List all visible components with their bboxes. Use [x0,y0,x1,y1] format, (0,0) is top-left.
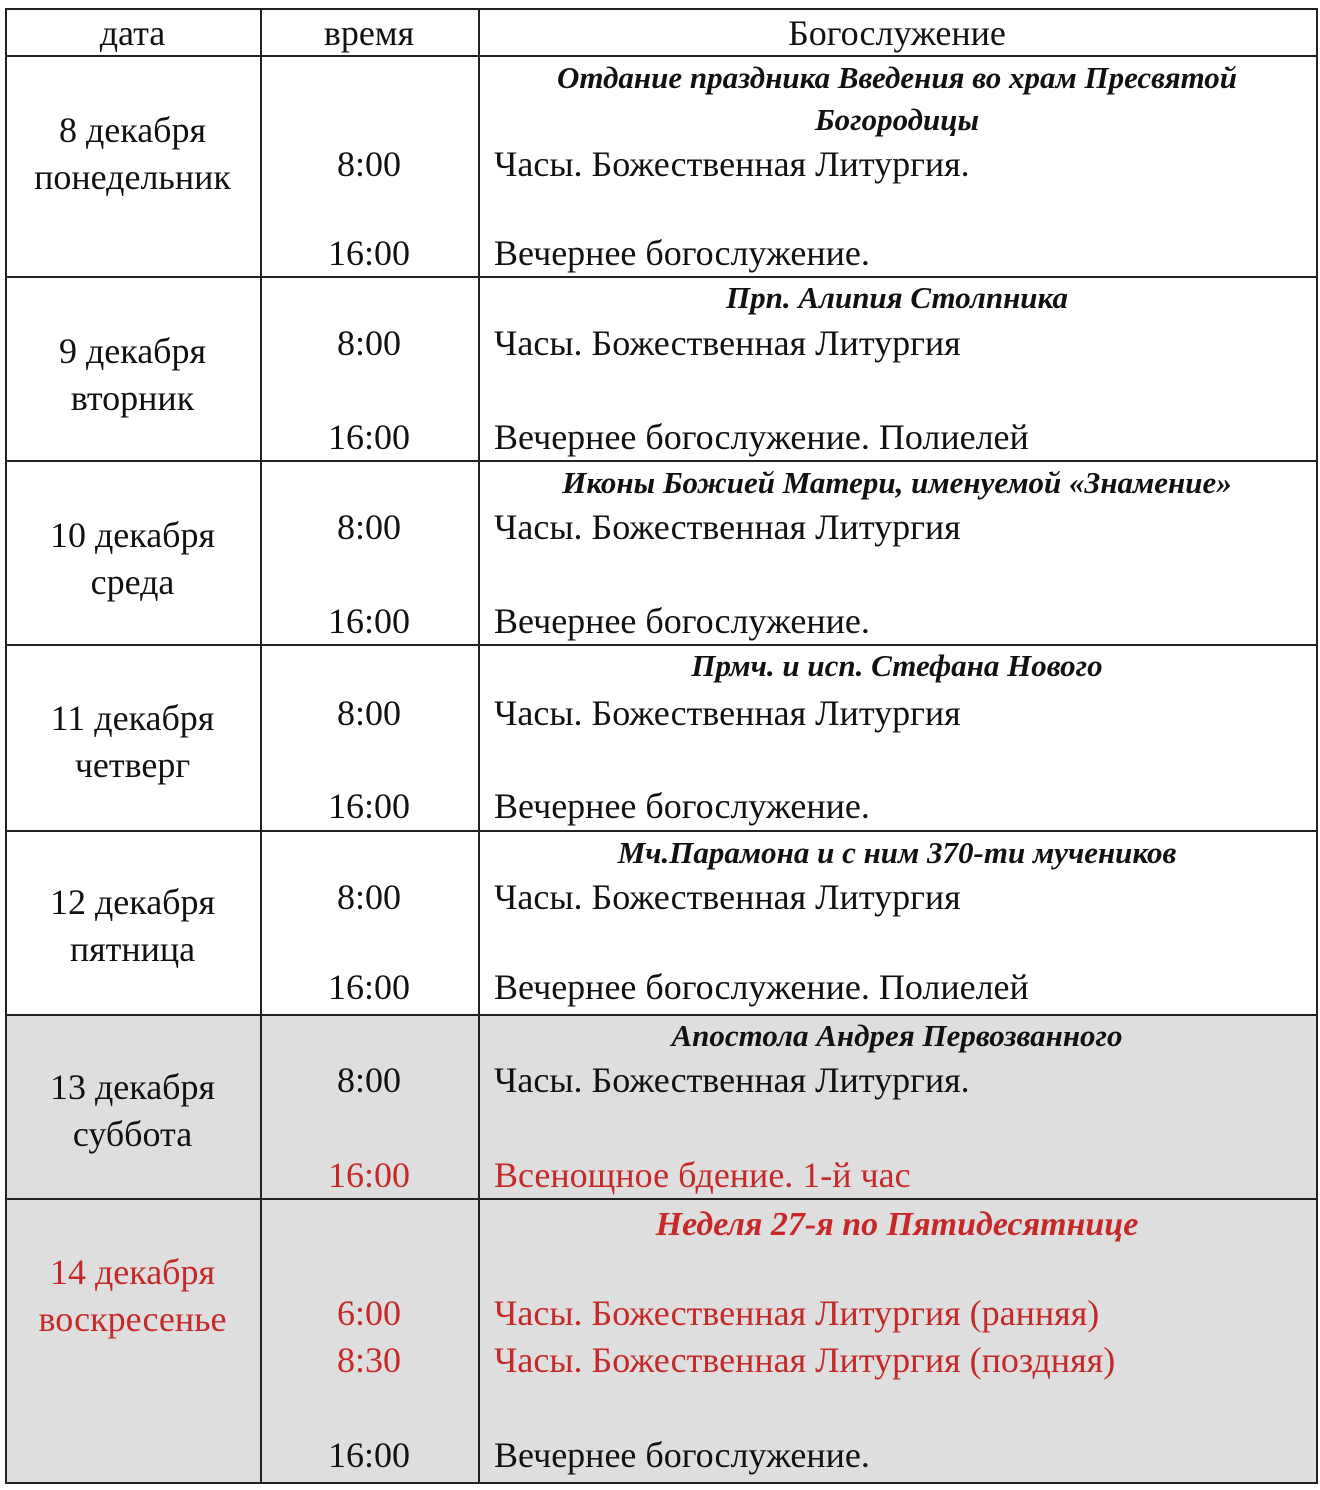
date: 8 декабря [58,110,207,150]
weekday: суббота [72,1114,193,1154]
table-cell [5,1198,262,1484]
feast-title: Неделя 27-я по Пятидесятнице [655,1206,1139,1243]
service-name: Всенощное бдение. 1-й час [494,1155,911,1195]
feast-title: Иконы Божией Матери, именуемой «Знамение… [562,465,1232,500]
service-time: 16:00 [327,786,410,826]
table-cell [260,1198,480,1484]
service-name: Вечернее богослужение. [494,233,870,273]
service-name: Вечернее богослужение. Полиелей [494,967,1029,1007]
table-cell [478,1198,1318,1484]
table-cell [478,1014,1318,1200]
weekday: пятница [69,929,196,969]
date: 13 декабря [49,1067,216,1107]
table-cell [260,644,480,832]
service-time: 8:00 [336,877,401,917]
header-label: дата [99,13,166,53]
service-name: Вечернее богослужение. [494,601,870,641]
service-name: Вечернее богослужение. [494,786,870,826]
header-label: время [323,13,415,53]
feast-title: Прмч. и исп. Стефана Нового [691,648,1103,683]
table-cell [478,460,1318,646]
weekday: вторник [70,378,195,418]
header-label: Богослужение [788,13,1006,53]
feast-title: Мч.Парамона и с ним 370-ти мучеников [617,835,1177,870]
service-time: 8:00 [336,507,401,547]
weekday: среда [90,562,175,602]
service-time: 8:00 [336,693,401,733]
table-cell [478,276,1318,462]
table-cell [478,830,1318,1016]
table-cell [5,276,262,462]
service-time: 6:00 [336,1293,401,1333]
table-cell [260,55,480,278]
table-cell [478,644,1318,832]
service-time: 16:00 [327,967,410,1007]
feast-title: Прп. Алипия Столпника [726,280,1068,315]
service-name: Часы. Божественная Литургия. [494,1060,970,1100]
service-name: Часы. Божественная Литургия (ранняя) [494,1293,1100,1333]
service-name: Часы. Божественная Литургия [494,877,961,917]
table-cell [260,276,480,462]
service-time: 8:00 [336,144,401,184]
service-name: Часы. Божественная Литургия [494,693,961,733]
service-name: Часы. Божественная Литургия (поздняя) [494,1340,1116,1380]
date: 10 декабря [49,515,216,555]
service-name: Часы. Божественная Литургия [494,507,961,547]
service-time: 16:00 [327,1155,410,1195]
date: 12 декабря [49,882,216,922]
service-name: Часы. Божественная Литургия [494,323,961,363]
service-name: Вечернее богослужение. Полиелей [494,417,1029,457]
service-time: 16:00 [327,233,410,273]
date: 11 декабря [50,698,215,738]
service-name: Вечернее богослужение. [494,1435,870,1475]
service-time: 8:30 [336,1340,401,1380]
service-time: 16:00 [327,601,410,641]
feast-title: Отдание праздника Введения во храм Пресв… [556,60,1238,137]
weekday: четверг [74,745,191,785]
service-time: 16:00 [327,1435,410,1475]
feast-title: Апостола Андрея Первозванного [671,1018,1123,1053]
table-cell [5,55,262,278]
service-name: Часы. Божественная Литургия. [494,144,970,184]
date: 9 декабря [58,331,207,371]
date: 14 декабря [49,1252,216,1292]
service-time: 16:00 [327,417,410,457]
service-time: 8:00 [336,1060,401,1100]
service-time: 8:00 [336,323,401,363]
weekday: воскресенье [38,1299,227,1339]
weekday: понедельник [34,157,231,197]
table-cell [5,830,262,1016]
